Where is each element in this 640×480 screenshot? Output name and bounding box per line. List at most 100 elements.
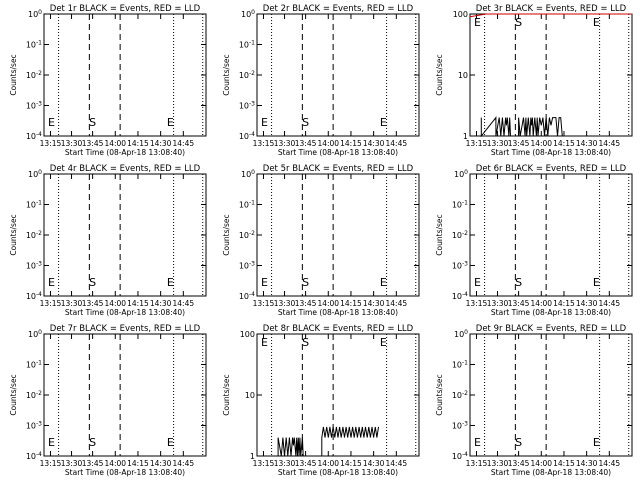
x-tick-label: 13:45: [295, 299, 317, 308]
chart-panel-8: Det 8r BLACK = Events, RED = LLD 1 10 100 Co…: [222, 324, 420, 477]
y-tick-label: 10-2: [26, 390, 42, 400]
x-tick-label: 13:30: [61, 299, 83, 308]
y-tick-label: 10-2: [239, 70, 255, 80]
plot-frame: [256, 13, 420, 137]
x-tick-label: 13:45: [82, 299, 104, 308]
x-tick-label: 14:00: [530, 459, 552, 468]
x-tick-label: 14:15: [340, 139, 362, 148]
x-tick-label: 13:15: [253, 299, 275, 308]
x-tick-label: 14:45: [173, 139, 195, 148]
x-tick-label: 14:45: [599, 459, 621, 468]
y-tick-label: 10-3: [239, 261, 255, 271]
y-tick-label: 10-1: [239, 200, 255, 210]
y-tick-label: 100: [241, 169, 255, 179]
chart-title: Det 9r BLACK = Events, RED = LLD: [476, 324, 627, 334]
chart-panel-6: Det 6r BLACK = Events, RED = LLD 10-4 10-3…: [435, 164, 633, 317]
x-tick-label: 13:15: [253, 139, 275, 148]
x-axis-label: Start Time (08-Apr-18 13:08:40): [278, 148, 398, 157]
x-tick-label: 14:15: [553, 459, 575, 468]
y-axis-label: Counts/sec: [222, 374, 231, 415]
x-tick-label: 14:15: [553, 139, 575, 148]
chart-panel-5: Det 5r BLACK = Events, RED = LLD 10-4 10-3…: [222, 164, 420, 317]
edge-end-marker: E: [261, 336, 268, 349]
y-tick-label: 100: [28, 9, 42, 19]
x-tick-label: 13:15: [253, 459, 275, 468]
plot-frame: [43, 173, 207, 297]
start-marker: S: [515, 16, 522, 29]
y-tick-label: 100: [28, 169, 42, 179]
x-tick-label: 14:45: [386, 139, 408, 148]
x-axis-label: Start Time (08-Apr-18 13:08:40): [65, 148, 185, 157]
x-tick-label: 14:15: [127, 299, 149, 308]
x-tick-label: 13:45: [295, 459, 317, 468]
chart-title: Det 1r BLACK = Events, RED = LLD: [50, 4, 201, 14]
y-tick-label: 10: [458, 71, 468, 80]
y-tick-label: 10-4: [239, 131, 255, 141]
chart-title: Det 4r BLACK = Events, RED = LLD: [50, 164, 201, 174]
data-series-1: [277, 426, 379, 457]
y-tick-label: 10-1: [452, 360, 468, 370]
y-tick-label: 10-2: [26, 230, 42, 240]
y-tick-label: 10-4: [26, 291, 42, 301]
x-tick-label: 13:15: [40, 139, 62, 148]
x-axis-label: Start Time (08-Apr-18 13:08:40): [65, 468, 185, 477]
chart-title: Det 8r BLACK = Events, RED = LLD: [263, 324, 414, 334]
y-tick-label: 100: [28, 329, 42, 339]
y-tick-label: 10-4: [26, 131, 42, 141]
plot-frame: [469, 173, 633, 297]
x-tick-label: 14:00: [317, 459, 339, 468]
x-tick-label: 14:45: [599, 139, 621, 148]
x-tick-label: 14:30: [576, 299, 598, 308]
chart-panel-1: Det 1r BLACK = Events, RED = LLD 10-4 10-3…: [9, 4, 207, 157]
start-marker: S: [515, 436, 522, 449]
end-marker: E: [167, 436, 174, 449]
chart-title: Det 3r BLACK = Events, RED = LLD: [476, 4, 627, 14]
edge-end-marker: E: [474, 436, 481, 449]
y-axis-label: Counts/sec: [435, 214, 444, 255]
x-tick-label: 14:30: [150, 459, 172, 468]
edge-end-marker: E: [261, 116, 268, 129]
x-tick-label: 13:30: [274, 139, 296, 148]
end-marker: E: [593, 276, 600, 289]
x-axis-label: Start Time (08-Apr-18 13:08:40): [491, 308, 611, 317]
x-tick-label: 13:15: [40, 459, 62, 468]
x-tick-label: 13:15: [466, 299, 488, 308]
y-tick-label: 10-3: [452, 261, 468, 271]
x-tick-label: 13:45: [508, 299, 530, 308]
edge-end-marker: E: [48, 116, 55, 129]
x-tick-label: 13:30: [487, 459, 509, 468]
x-tick-label: 14:00: [530, 299, 552, 308]
plot-frame: [469, 333, 633, 457]
x-tick-label: 14:30: [363, 139, 385, 148]
x-tick-label: 13:30: [274, 299, 296, 308]
x-axis-label: Start Time (08-Apr-18 13:08:40): [278, 468, 398, 477]
start-marker: S: [89, 436, 96, 449]
start-marker: S: [302, 336, 309, 349]
x-tick-label: 14:00: [104, 299, 126, 308]
chart-panel-2: Det 2r BLACK = Events, RED = LLD 10-4 10-3…: [222, 4, 420, 157]
y-axis-label: Counts/sec: [435, 54, 444, 95]
x-tick-label: 14:15: [127, 459, 149, 468]
chart-title: Det 7r BLACK = Events, RED = LLD: [50, 324, 201, 334]
chart-panel-4: Det 4r BLACK = Events, RED = LLD 10-4 10-3…: [9, 164, 207, 317]
x-tick-label: 13:15: [40, 299, 62, 308]
y-axis-label: Counts/sec: [222, 214, 231, 255]
chart-panel-7: Det 7r BLACK = Events, RED = LLD 10-4 10-3…: [9, 324, 207, 477]
y-tick-label: 1: [463, 132, 468, 141]
edge-end-marker: E: [261, 276, 268, 289]
x-tick-label: 14:30: [363, 459, 385, 468]
plot-frame: [43, 333, 207, 457]
y-axis-label: Counts/sec: [222, 54, 231, 95]
x-axis-label: Start Time (08-Apr-18 13:08:40): [278, 308, 398, 317]
x-tick-label: 14:00: [530, 139, 552, 148]
x-tick-label: 14:30: [150, 139, 172, 148]
y-tick-label: 10-1: [26, 360, 42, 370]
end-marker: E: [167, 116, 174, 129]
plot-frame: [469, 13, 633, 137]
chart-title: Det 5r BLACK = Events, RED = LLD: [263, 164, 414, 174]
x-axis-label: Start Time (08-Apr-18 13:08:40): [491, 468, 611, 477]
y-tick-label: 10-4: [452, 291, 468, 301]
end-marker: E: [380, 276, 387, 289]
x-tick-label: 14:30: [150, 299, 172, 308]
